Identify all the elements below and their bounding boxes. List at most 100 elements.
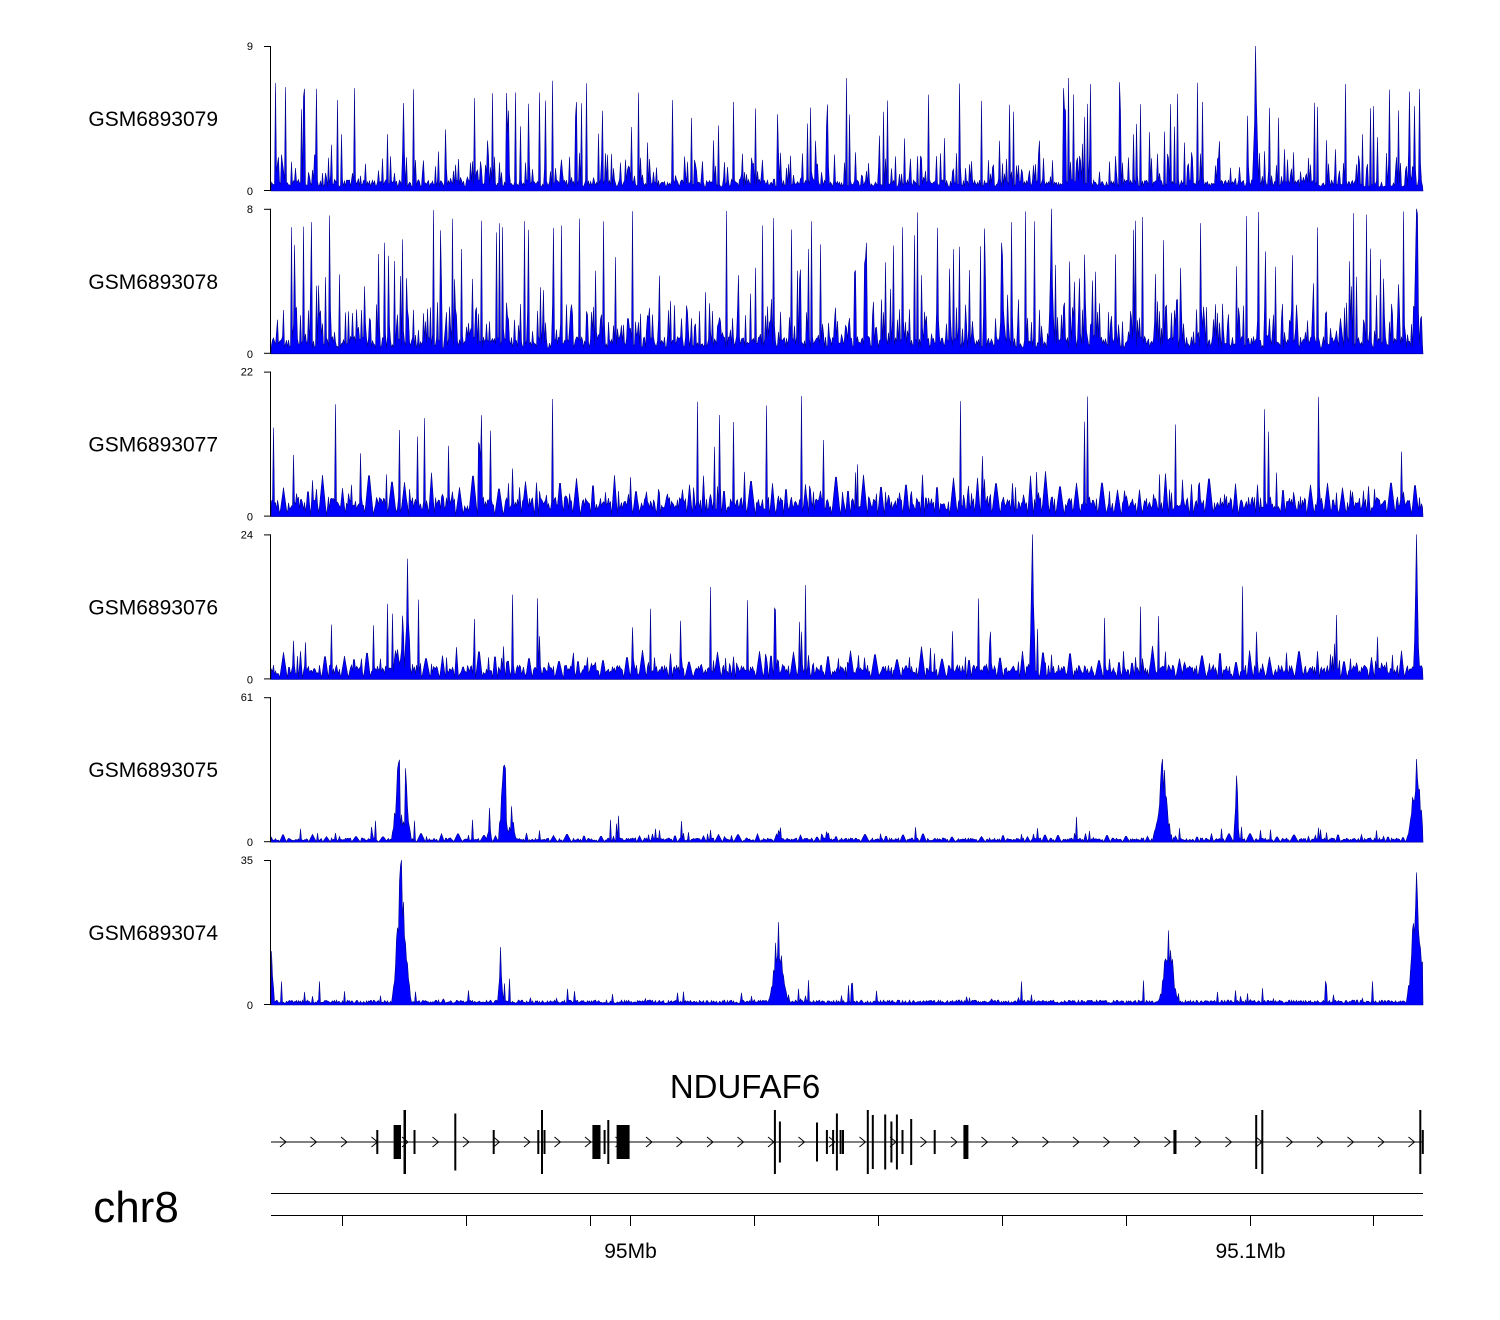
exon <box>413 1130 416 1154</box>
exon <box>890 1121 893 1163</box>
strand-arrow-icon <box>1377 1136 1385 1148</box>
exon <box>884 1114 887 1170</box>
y-axis-max-label: 9 <box>247 41 253 53</box>
strand-arrow-icon <box>645 1136 653 1148</box>
strand-arrow-icon <box>310 1136 318 1148</box>
exon <box>616 1125 630 1159</box>
exon <box>376 1130 379 1154</box>
exon <box>537 1130 540 1154</box>
exon <box>1255 1115 1258 1169</box>
strand-arrow-icon <box>1225 1136 1233 1148</box>
coverage-area <box>270 395 1424 517</box>
y-axis-max-label: 24 <box>241 529 253 541</box>
track-name-label: GSM6893078 <box>88 271 218 294</box>
exon <box>835 1113 838 1171</box>
y-axis-max-label: 35 <box>241 855 253 867</box>
y-axis-min-label: 0 <box>247 837 253 849</box>
strand-arrow-icon <box>920 1136 928 1148</box>
strand-arrow-icon <box>1286 1136 1294 1148</box>
track-name-label: GSM6893077 <box>88 434 218 457</box>
exon <box>454 1113 457 1171</box>
exon <box>492 1130 495 1154</box>
exon <box>1421 1130 1424 1154</box>
exon <box>592 1125 601 1159</box>
track-gsm6893075: 61 0 GSM6893075 <box>88 692 1424 849</box>
exon <box>1173 1130 1177 1154</box>
strand-arrow-icon <box>1011 1136 1019 1148</box>
exon <box>963 1125 969 1159</box>
y-axis-max-label: 8 <box>247 204 253 216</box>
strand-arrow-icon <box>432 1136 440 1148</box>
exon <box>933 1130 936 1154</box>
strand-arrow-icon <box>1133 1136 1141 1148</box>
y-axis-min-label: 0 <box>247 1000 253 1012</box>
y-axis-min-label: 0 <box>247 186 253 198</box>
strand-arrow-icon <box>828 1136 836 1148</box>
exon <box>866 1110 869 1174</box>
track-gsm6893074: 35 0 GSM6893074 <box>88 855 1424 1012</box>
strand-arrow-icon <box>706 1136 714 1148</box>
exon <box>543 1130 546 1154</box>
exon <box>1261 1110 1264 1174</box>
track-name-label: GSM6893079 <box>88 108 218 131</box>
exon <box>910 1119 913 1165</box>
strand-arrow-icon <box>279 1136 287 1148</box>
track-gsm6893077: 22 0 GSM6893077 <box>88 367 1424 524</box>
track-name-label: GSM6893076 <box>88 596 218 619</box>
coverage-area <box>270 208 1424 355</box>
strand-arrow-icon <box>676 1136 684 1148</box>
coverage-area <box>270 45 1424 192</box>
strand-arrow-icon <box>737 1136 745 1148</box>
y-axis-min-label: 0 <box>247 512 253 524</box>
exon <box>773 1110 776 1174</box>
exon <box>1419 1110 1422 1174</box>
strand-arrow-icon <box>1164 1136 1172 1148</box>
exon <box>541 1110 543 1174</box>
strand-arrow-icon <box>554 1136 562 1148</box>
gene-annotation-track: NDUFAF6 <box>271 1068 1424 1174</box>
strand-arrow-icon <box>950 1136 958 1148</box>
y-axis-min-label: 0 <box>247 349 253 361</box>
exon <box>403 1110 406 1174</box>
strand-arrow-icon <box>462 1136 470 1148</box>
coverage-tracks: 9 0 GSM6893079 8 0 GSM6893078 22 0 GSM6893077 24 0… <box>88 41 1424 1012</box>
track-gsm6893076: 24 0 GSM6893076 <box>88 529 1424 686</box>
strand-arrow-icon <box>798 1136 806 1148</box>
strand-arrow-icon <box>1347 1136 1355 1148</box>
strand-arrow-icon <box>859 1136 867 1148</box>
exon <box>832 1130 835 1154</box>
y-axis-max-label: 22 <box>241 367 253 379</box>
exon <box>778 1121 781 1163</box>
strand-arrow-icon <box>1316 1136 1324 1148</box>
exon <box>816 1122 818 1162</box>
coverage-area <box>270 534 1424 680</box>
genomic-axis: chr8 95Mb 95.1Mb <box>93 1183 1423 1263</box>
y-axis-max-label: 61 <box>241 692 253 704</box>
gene-name-label: NDUFAF6 <box>670 1068 820 1105</box>
track-gsm6893079: 9 0 GSM6893079 <box>88 41 1424 198</box>
strand-arrow-icon <box>1194 1136 1202 1148</box>
exon <box>839 1130 842 1154</box>
chromosome-label: chr8 <box>93 1183 179 1232</box>
exon <box>901 1130 904 1154</box>
y-axis-min-label: 0 <box>247 674 253 686</box>
strand-arrow-icon <box>493 1136 501 1148</box>
strand-arrow-icon <box>1103 1136 1111 1148</box>
exon <box>607 1120 610 1164</box>
strand-arrow-icon <box>1072 1136 1080 1148</box>
strand-arrow-icon <box>1408 1136 1416 1148</box>
axis-tick-label: 95Mb <box>604 1240 657 1263</box>
track-name-label: GSM6893074 <box>88 922 218 945</box>
strand-arrow-icon <box>584 1136 592 1148</box>
strand-arrow-icon <box>340 1136 348 1148</box>
coverage-area <box>270 758 1424 844</box>
track-gsm6893078: 8 0 GSM6893078 <box>88 204 1424 361</box>
exon <box>842 1130 844 1154</box>
axis-tick-label: 95.1Mb <box>1215 1240 1285 1263</box>
exon <box>895 1114 898 1170</box>
strand-arrow-icon <box>981 1136 989 1148</box>
strand-arrow-icon <box>1042 1136 1050 1148</box>
strand-arrow-icon <box>523 1136 531 1148</box>
exon <box>871 1115 874 1169</box>
